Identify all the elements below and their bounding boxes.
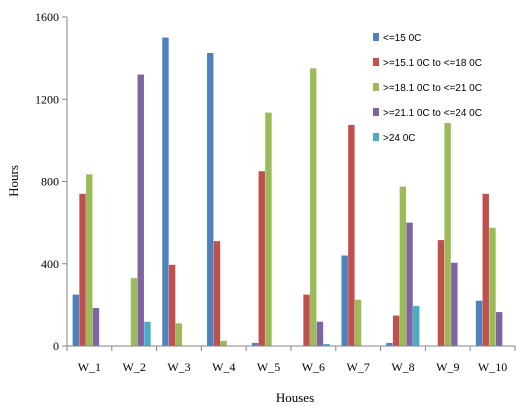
- x-tick-label: W_5: [257, 360, 280, 374]
- bar: [482, 193, 489, 346]
- bar: [341, 255, 348, 346]
- legend-label: >=21.1 0C to <=24 0C: [383, 108, 482, 119]
- bar: [413, 305, 420, 346]
- x-axis-title: Houses: [276, 390, 314, 405]
- legend-label: >=18.1 0C to <=21 0C: [383, 83, 482, 94]
- bar: [392, 315, 400, 346]
- bar: [168, 264, 176, 346]
- bar: [251, 342, 259, 346]
- bar: [386, 342, 393, 346]
- bar: [451, 262, 458, 346]
- x-tick-label: W_3: [167, 360, 190, 374]
- x-tick-label: W_8: [391, 360, 414, 374]
- bar: [475, 300, 483, 346]
- x-tick-label: W_10: [478, 360, 507, 374]
- plot-bars: [72, 37, 503, 346]
- legend-label: <=15 0C: [383, 33, 421, 44]
- y-tick-label: 1200: [35, 92, 59, 106]
- y-axis-title: Hours: [6, 165, 21, 197]
- bar: [86, 174, 93, 346]
- bar: [162, 37, 169, 346]
- bar: [303, 294, 310, 346]
- bar: [495, 312, 503, 346]
- bar: [213, 241, 221, 346]
- bar: [489, 227, 496, 346]
- legend-swatch: [373, 133, 379, 141]
- x-tick-label: W_2: [123, 360, 146, 374]
- y-tick-label: 400: [41, 257, 59, 271]
- bar: [175, 323, 183, 346]
- legend-swatch: [373, 58, 379, 66]
- y-tick-label: 800: [41, 175, 59, 189]
- bar: [144, 321, 151, 346]
- x-tick-label: W_7: [347, 360, 370, 374]
- bar: [406, 222, 413, 346]
- x-tick-label: W_9: [436, 360, 459, 374]
- bar: [437, 240, 445, 346]
- bar: [207, 52, 214, 346]
- bar: [265, 112, 272, 346]
- y-tick-label: 1600: [35, 10, 59, 24]
- bar: [130, 278, 138, 346]
- bar: [92, 307, 100, 346]
- x-tick-label: W_6: [302, 360, 325, 374]
- x-tick-label: W_1: [78, 360, 101, 374]
- bar: [444, 122, 451, 346]
- bar: [316, 321, 324, 346]
- bar: [72, 294, 80, 346]
- legend-label: >24 0C: [383, 133, 416, 144]
- legend-swatch: [373, 83, 379, 91]
- legend: <=15 0C >=15.1 0C to <=18 0C >=18.1 0C to …: [373, 33, 482, 144]
- bar: [399, 186, 407, 346]
- legend-swatch: [373, 33, 379, 41]
- y-axis-ticks: 0 400 800 1200 1600: [35, 10, 67, 353]
- legend-swatch: [373, 108, 379, 116]
- x-axis-ticks: W_1 W_2 W_3 W_4 W_5 W_6 W_7 W_8 W_9 W_10: [66, 346, 516, 374]
- x-tick-label: W_4: [212, 360, 235, 374]
- y-tick-label: 0: [53, 339, 59, 353]
- bar: [79, 193, 86, 346]
- bar: [354, 299, 362, 346]
- bar: [310, 68, 317, 346]
- legend-label: >=15.1 0C to <=18 0C: [383, 58, 482, 69]
- bar: [220, 340, 227, 346]
- bar: [137, 74, 144, 346]
- bar: [348, 124, 355, 346]
- bar: [323, 343, 330, 346]
- bar: [258, 171, 265, 346]
